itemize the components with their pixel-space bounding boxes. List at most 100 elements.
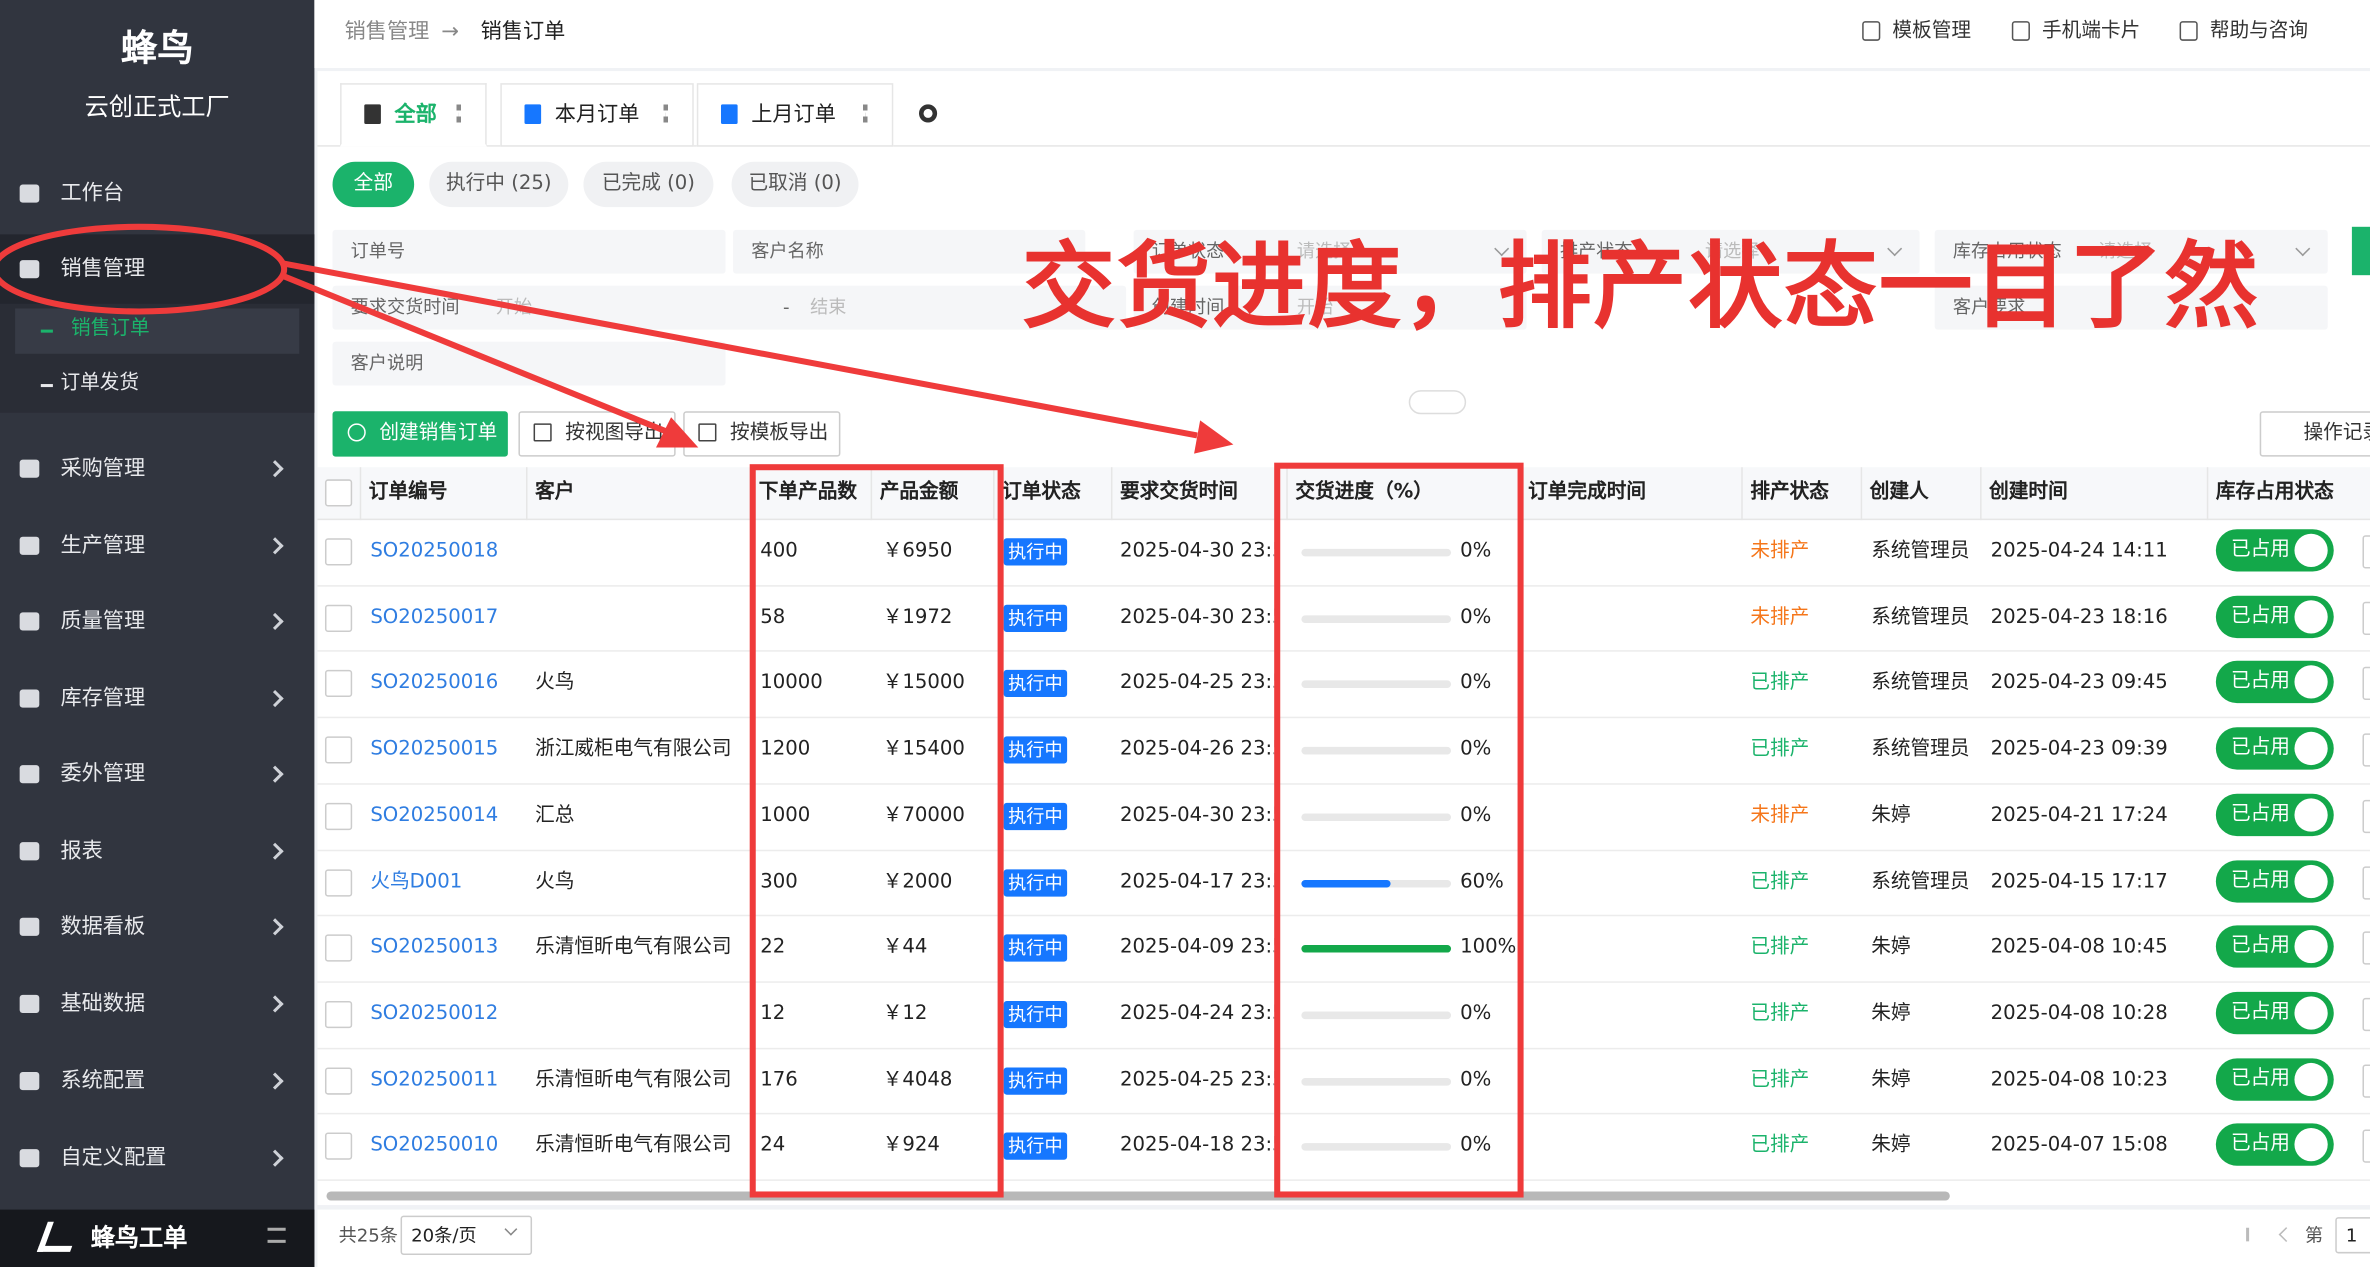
- row-action[interactable]: [2362, 799, 2370, 833]
- menu-item[interactable]: 工作台: [60, 181, 124, 206]
- switch-knob: [2294, 996, 2328, 1030]
- menu-item[interactable]: 数据看板: [60, 914, 146, 939]
- filter-field[interactable]: [1934, 229, 2328, 274]
- order-link[interactable]: SO20250014: [370, 804, 499, 827]
- menu-item[interactable]: 基础数据: [60, 991, 146, 1017]
- filter-field[interactable]: [1133, 285, 1527, 330]
- menu-item[interactable]: 报表: [60, 839, 103, 864]
- order-link[interactable]: SO20250015: [370, 737, 499, 761]
- order-link[interactable]: SO20250012: [370, 1002, 499, 1025]
- column-header: 创建人: [1869, 480, 1929, 504]
- order-link[interactable]: SO20250011: [370, 1068, 499, 1092]
- header-action[interactable]: 帮助与咨询: [2209, 19, 2309, 43]
- tab-label[interactable]: 本月订单: [554, 102, 640, 128]
- row-action[interactable]: [2362, 1129, 2370, 1164]
- row-action[interactable]: [2362, 733, 2370, 767]
- row-action[interactable]: [2362, 1063, 2370, 1098]
- schedule-status: 未排产: [1750, 539, 1810, 563]
- menu-item[interactable]: 生产管理: [60, 533, 146, 558]
- menu-icon: [19, 184, 40, 203]
- menu-item[interactable]: 采购管理: [60, 456, 146, 481]
- checkbox[interactable]: [324, 934, 353, 962]
- menu-item[interactable]: 销售管理: [60, 257, 146, 282]
- column-divider: [1980, 467, 1982, 521]
- checkbox[interactable]: [324, 670, 353, 698]
- checkbox[interactable]: [324, 1000, 353, 1028]
- tab-icon: [364, 104, 381, 124]
- status-pill[interactable]: 已完成 (0): [583, 161, 714, 208]
- pagination-bar: [317, 1209, 2370, 1267]
- column-divider: [870, 467, 873, 521]
- row-action[interactable]: [2362, 865, 2370, 899]
- filter-field[interactable]: [1934, 285, 2328, 330]
- progress-label: 0%: [1460, 1068, 1492, 1092]
- status-tag: 执行中: [1003, 670, 1068, 698]
- tab-label[interactable]: 全部: [394, 102, 437, 128]
- first-page[interactable]: [2246, 1227, 2258, 1242]
- status-pill[interactable]: 已取消 (0): [731, 161, 859, 208]
- order-link[interactable]: SO20250016: [370, 671, 499, 695]
- status-pill[interactable]: 执行中 (25): [429, 161, 569, 208]
- log-button[interactable]: 操作记录: [2259, 411, 2370, 457]
- menu-icon: [19, 994, 40, 1014]
- row-action[interactable]: [2362, 931, 2370, 965]
- due-date: 2025-04-26 23:59: [1120, 737, 1274, 761]
- collapse-toggle[interactable]: [1408, 390, 1467, 415]
- row-action[interactable]: [2362, 601, 2370, 635]
- checkbox[interactable]: [324, 868, 353, 896]
- order-link[interactable]: SO20250013: [370, 936, 499, 959]
- menu-item[interactable]: 系统配置: [60, 1068, 146, 1094]
- breadcrumb[interactable]: 销售管理: [344, 19, 430, 44]
- order-link[interactable]: SO20250010: [370, 1134, 499, 1158]
- row-action[interactable]: [2362, 667, 2370, 701]
- filter-field[interactable]: [1133, 229, 1527, 274]
- created-time: 2025-04-23 09:45: [1990, 671, 2168, 695]
- order-link[interactable]: SO20250018: [370, 539, 499, 563]
- checkbox[interactable]: [324, 479, 353, 507]
- menu-item[interactable]: 库存管理: [60, 686, 146, 711]
- submenu-dash: [40, 329, 53, 333]
- checkbox[interactable]: [324, 604, 353, 632]
- brand: 蜂鸟: [120, 27, 194, 70]
- order-link[interactable]: 火鸟D001: [370, 870, 463, 893]
- header-action[interactable]: 手机端卡片: [2042, 19, 2141, 43]
- menu-item[interactable]: 委外管理: [60, 762, 146, 787]
- checkbox[interactable]: [324, 736, 353, 764]
- menu-item[interactable]: 质量管理: [60, 609, 146, 634]
- h-scrollbar[interactable]: [326, 1191, 1950, 1201]
- progress-label: 0%: [1460, 671, 1492, 695]
- submenu-item[interactable]: 销售订单: [71, 317, 150, 341]
- header-action[interactable]: 模板管理: [1892, 19, 1972, 43]
- row-action[interactable]: [2362, 535, 2370, 569]
- page-input[interactable]: 1: [2335, 1217, 2370, 1254]
- checkbox[interactable]: [324, 1132, 353, 1161]
- amount: ￥44: [882, 936, 928, 959]
- amount: ￥4048: [882, 1068, 953, 1092]
- schedule-status: 已排产: [1750, 671, 1810, 695]
- created-time: 2025-04-08 10:45: [1990, 936, 2168, 959]
- column-divider: [993, 467, 995, 521]
- quantity: 400: [760, 539, 798, 563]
- customer: 浙江威柜电气有限公司: [535, 737, 732, 761]
- page-size-select[interactable]: 20条/页: [400, 1215, 533, 1255]
- schedule-status: 已排产: [1750, 870, 1810, 893]
- tab-label[interactable]: 上月订单: [751, 102, 836, 128]
- checkbox[interactable]: [324, 802, 353, 830]
- status-pill[interactable]: 全部: [332, 161, 415, 208]
- created-time: 2025-04-07 15:08: [1990, 1134, 2168, 1158]
- order-link[interactable]: SO20250017: [370, 605, 499, 629]
- tab-bar-line: [317, 145, 2370, 147]
- checkbox[interactable]: [324, 1066, 353, 1095]
- filter-field[interactable]: [1541, 229, 1920, 274]
- checkbox[interactable]: [324, 538, 353, 566]
- button-icon: [533, 423, 552, 442]
- filter-label: 客户要求: [1952, 296, 2026, 318]
- row-action[interactable]: [2362, 997, 2370, 1032]
- search-button[interactable]: [2351, 226, 2370, 276]
- menu-icon: [19, 260, 40, 279]
- amount: ￥70000: [882, 804, 965, 827]
- annotation: 交货进度，排产状态一目了然: [1021, 231, 2260, 342]
- settings-icon[interactable]: [918, 104, 938, 123]
- submenu-item[interactable]: 订单发货: [60, 371, 140, 395]
- menu-item[interactable]: 自定义配置: [60, 1146, 167, 1171]
